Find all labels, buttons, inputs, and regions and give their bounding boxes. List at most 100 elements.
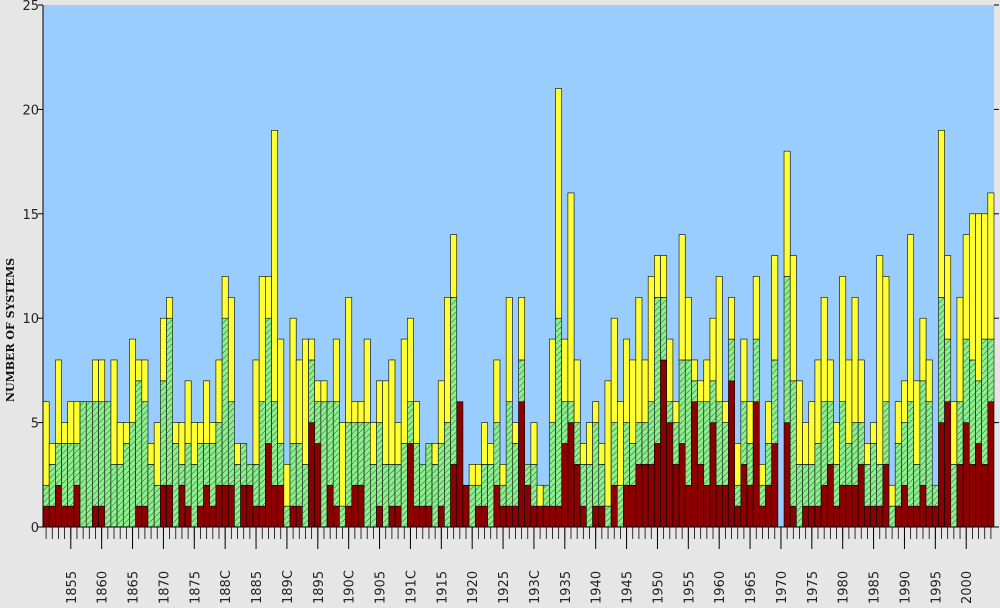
bar-hatch-1983 <box>858 422 865 465</box>
bar-segment-1866-s2 <box>135 359 143 382</box>
bar-segment-1924-s2 <box>493 359 501 423</box>
bar-segment-1990-s2 <box>901 380 908 423</box>
bar-segment-1913-s0 <box>425 505 433 528</box>
bar-segment-1991-s0 <box>907 505 915 528</box>
bar-segment-1995-s0 <box>931 505 939 528</box>
bar-segment-1941-s2 <box>598 443 606 465</box>
bar-segment-1851-s0 <box>42 505 50 528</box>
bar-hatch-1988 <box>889 506 896 527</box>
bar-segment-1872-s2 <box>172 422 180 444</box>
bar-segment-1949-s0 <box>647 464 655 528</box>
bar-segment-1871-s0 <box>166 484 173 528</box>
x-tick-label: 1955 <box>682 571 697 604</box>
bar-segment-1879-s0 <box>215 484 223 528</box>
bar-hatch-1959 <box>709 380 717 423</box>
bar-segment-1997-s2 <box>944 255 952 340</box>
bar-segment-1904-s2 <box>369 422 377 465</box>
bar-hatch-1981 <box>845 443 852 486</box>
bar-hatch-1884 <box>246 464 253 486</box>
bar-segment-1922-s0 <box>481 505 488 528</box>
bar-segment-1852-s2 <box>48 443 56 465</box>
bar-segment-1877-s2 <box>203 380 211 444</box>
bar-segment-1959-s2 <box>709 317 717 382</box>
bar-segment-1910-s2 <box>407 317 414 403</box>
bar-segment-1895-s2 <box>314 380 322 403</box>
bar-segment-1902-s0 <box>357 484 365 528</box>
bar-segment-1973-s2 <box>796 380 803 465</box>
bar-hatch-1940 <box>592 422 599 507</box>
bar-segment-2003-s2 <box>981 213 989 340</box>
bar-segment-1957-s0 <box>697 464 705 528</box>
bar-segment-1984-s0 <box>864 505 871 528</box>
bar-segment-1974-s0 <box>802 505 810 528</box>
bar-segment-1902-s2 <box>357 401 365 423</box>
bar-segment-1876-s0 <box>197 505 204 528</box>
bar-segment-1946-s2 <box>629 359 637 444</box>
bar-segment-1856-s0 <box>73 484 81 528</box>
bar-hatch-1921 <box>475 485 482 507</box>
bar-segment-1906-s2 <box>382 380 390 465</box>
bar-segment-1935-s0 <box>561 443 569 528</box>
bar-segment-1958-s2 <box>703 359 711 403</box>
bar-hatch-1899 <box>339 506 346 527</box>
bar-segment-1956-s0 <box>691 401 698 528</box>
x-tick-label: 1885 <box>250 571 265 604</box>
bar-segment-1975-s2 <box>808 401 816 465</box>
bar-segment-1969-s2 <box>771 255 779 361</box>
bar-segment-1986-s0 <box>876 505 884 528</box>
bar-segment-1963-s2 <box>734 443 742 486</box>
bar-segment-1888-s2 <box>271 129 278 403</box>
x-tick-label: 1975 <box>806 571 821 604</box>
bar-hatch-1881 <box>228 401 235 486</box>
bar-hatch-1944 <box>617 485 624 527</box>
bar-segment-1924-s0 <box>493 484 501 528</box>
bar-segment-1892-s0 <box>295 505 303 528</box>
bar-segment-1903-s2 <box>363 338 371 423</box>
bar-segment-1971-s0 <box>783 422 791 528</box>
bar-segment-1908-s2 <box>394 422 402 465</box>
bar-segment-1925-s0 <box>499 505 507 528</box>
bar-hatch-1863 <box>117 464 124 527</box>
bar-segment-1987-s0 <box>882 464 890 528</box>
bar-segment-2001-s0 <box>968 464 976 528</box>
bar-segment-1949-s2 <box>647 276 655 403</box>
bar-segment-1929-s0 <box>524 484 532 528</box>
bar-hatch-1950 <box>654 297 661 444</box>
bar-segment-1948-s2 <box>641 359 649 423</box>
bar-hatch-1890 <box>283 506 291 527</box>
bar-hatch-1857 <box>80 401 87 527</box>
bar-segment-1982-s2 <box>851 297 859 423</box>
bar-segment-1998-s2 <box>950 401 958 465</box>
bar-segment-1859-s2 <box>92 359 99 403</box>
bar-segment-1974-s2 <box>802 422 810 465</box>
bar-hatch-1961 <box>722 422 729 486</box>
bar-hatch-1987 <box>882 401 890 465</box>
bar-hatch-1972 <box>790 380 797 507</box>
bar-segment-1894-s0 <box>308 422 316 528</box>
bar-segment-1926-s2 <box>505 297 513 403</box>
bar-segment-1936-s2 <box>567 192 575 403</box>
bar-segment-1996-s0 <box>938 422 945 528</box>
bar-hatch-1895 <box>314 401 321 444</box>
bar-hatch-1929 <box>524 464 531 486</box>
bar-hatch-1951 <box>660 297 667 360</box>
bar-hatch-1955 <box>685 359 692 486</box>
bar-segment-1931-s2 <box>536 484 544 507</box>
bar-hatch-1933 <box>549 422 556 507</box>
bar-hatch-1923 <box>487 464 494 527</box>
bar-hatch-1853 <box>55 443 62 486</box>
bar-segment-1994-s2 <box>925 359 933 403</box>
bar-hatch-1878 <box>209 443 216 507</box>
bar-segment-1900-s2 <box>345 297 353 423</box>
bar-segment-1984-s2 <box>864 443 871 465</box>
bar-hatch-1938 <box>580 464 587 507</box>
bar-segment-1907-s2 <box>388 359 396 465</box>
bar-hatch-1893 <box>302 464 309 527</box>
bar-hatch-1947 <box>635 422 643 465</box>
bar-segment-1895-s0 <box>314 443 322 528</box>
bar-segment-1883-s0 <box>240 484 248 528</box>
bar-hatch-1907 <box>388 464 395 507</box>
x-tick-label: 2000 <box>960 571 975 604</box>
bar-hatch-1911 <box>413 443 420 507</box>
bar-segment-1977-s2 <box>820 297 828 403</box>
